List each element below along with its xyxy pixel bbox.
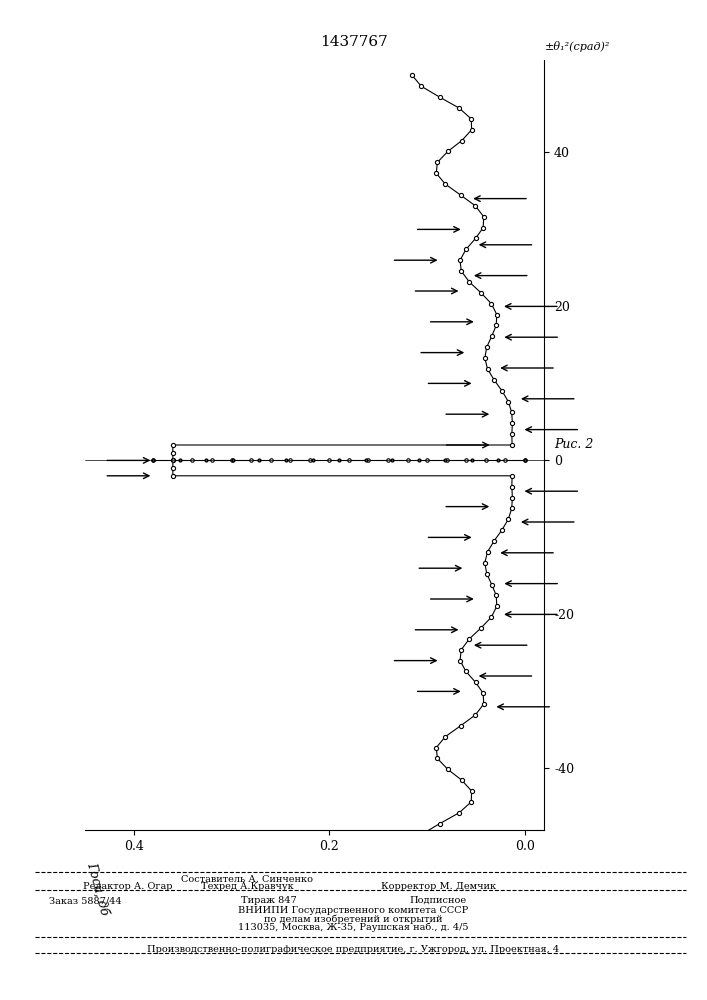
Text: Техред А.Кравчук: Техред А.Кравчук (201, 882, 294, 891)
Text: 1437767: 1437767 (320, 35, 387, 49)
Text: Редактор А. Огар: Редактор А. Огар (83, 882, 172, 891)
Text: Производственно-полиграфическое предприятие, г. Ужгород, ул. Проектная, 4: Производственно-полиграфическое предприя… (148, 945, 559, 954)
Text: по делам изобретений и открытий: по делам изобретений и открытий (264, 914, 443, 924)
Text: Госи, дб: Госи, дб (85, 861, 112, 917)
Text: 113035, Москва, Ж-35, Раушская наб., д. 4/5: 113035, Москва, Ж-35, Раушская наб., д. … (238, 922, 469, 932)
Text: ВНИИПИ Государственного комитета СССР: ВНИИПИ Государственного комитета СССР (238, 906, 469, 915)
Text: Корректор М. Демчик: Корректор М. Демчик (381, 882, 496, 891)
Text: Составитель А. Синченко: Составитель А. Синченко (182, 875, 313, 884)
Text: Тираж 847: Тираж 847 (241, 896, 296, 905)
Text: Подписное: Подписное (410, 896, 467, 905)
Text: Рис. 2: Рис. 2 (554, 438, 594, 452)
Text: ±θ₁²(срад)²: ±θ₁²(срад)² (544, 41, 609, 52)
Text: Заказ 5887/44: Заказ 5887/44 (49, 896, 121, 905)
